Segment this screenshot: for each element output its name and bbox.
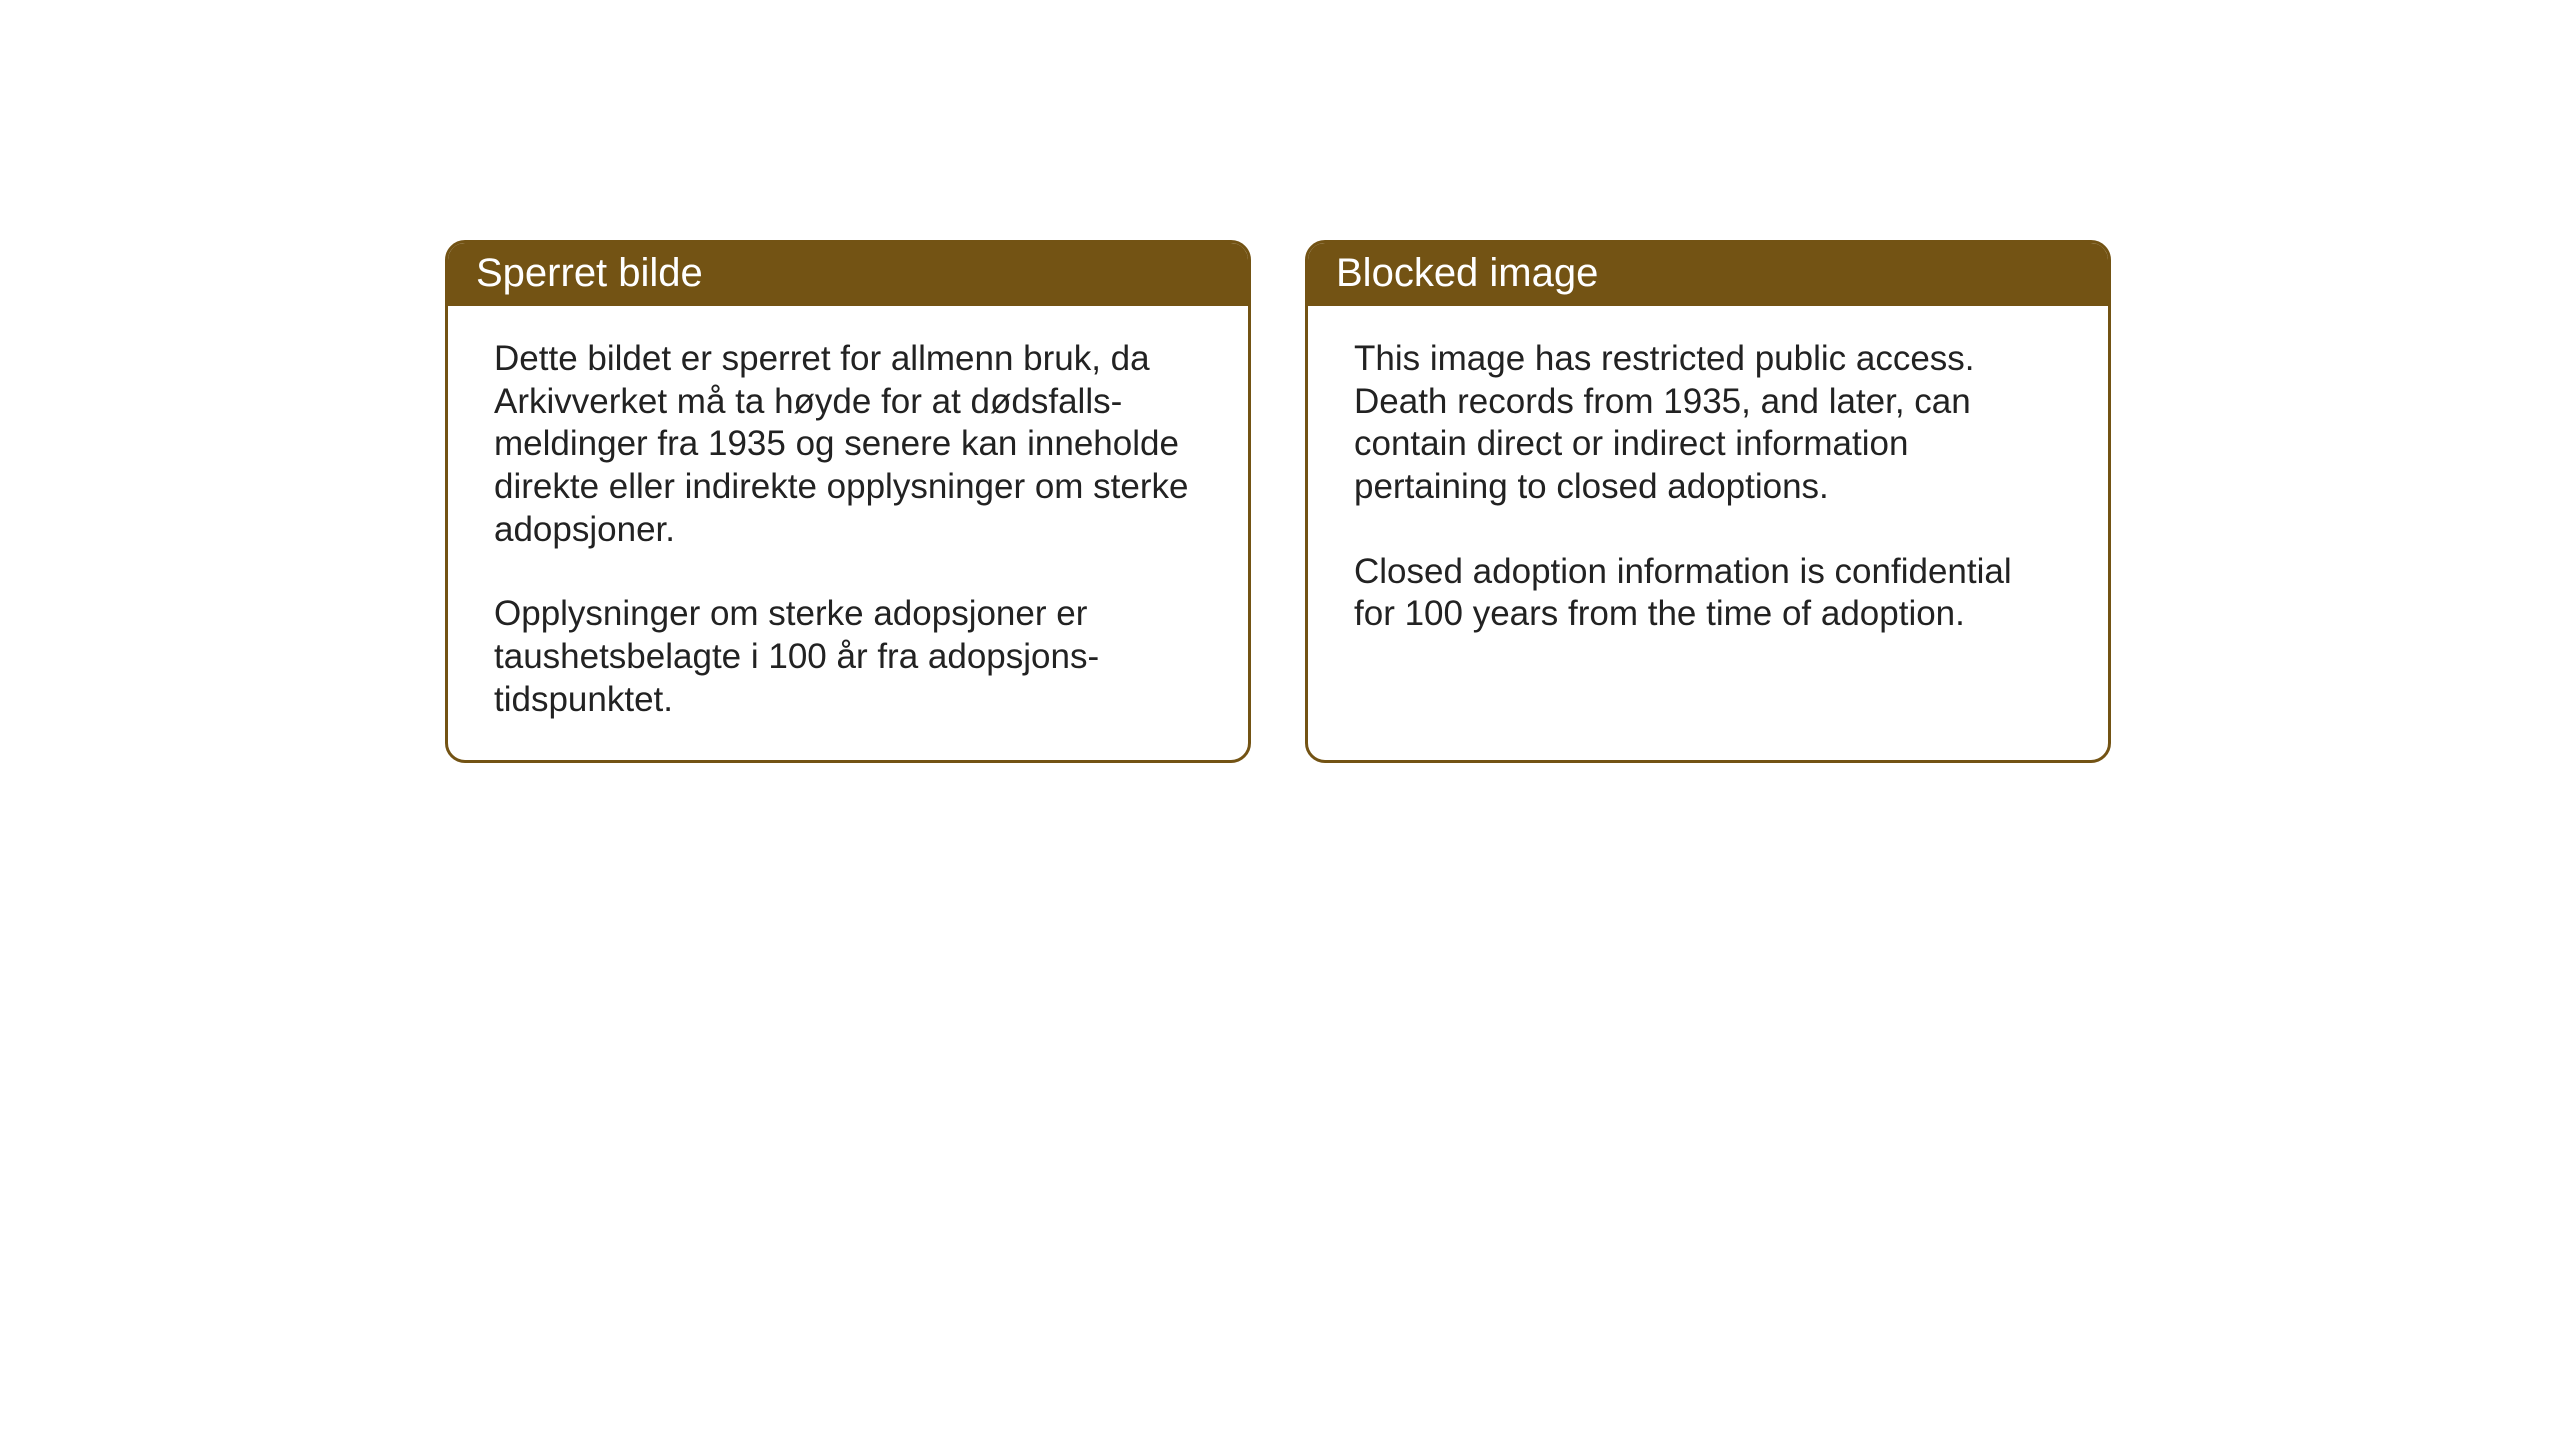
cards-container: Sperret bilde Dette bildet er sperret fo… [445, 240, 2111, 763]
card-body-norwegian: Dette bildet er sperret for allmenn bruk… [448, 306, 1248, 760]
card-header-norwegian: Sperret bilde [448, 243, 1248, 306]
paragraph-1-norwegian: Dette bildet er sperret for allmenn bruk… [494, 338, 1202, 551]
card-header-english: Blocked image [1308, 243, 2108, 306]
card-title-english: Blocked image [1336, 251, 1598, 295]
card-english: Blocked image This image has restricted … [1305, 240, 2111, 763]
card-norwegian: Sperret bilde Dette bildet er sperret fo… [445, 240, 1251, 763]
paragraph-2-english: Closed adoption information is confident… [1354, 551, 2062, 636]
paragraph-2-norwegian: Opplysninger om sterke adopsjoner er tau… [494, 593, 1202, 721]
card-body-english: This image has restricted public access.… [1308, 306, 2108, 711]
paragraph-1-english: This image has restricted public access.… [1354, 338, 2062, 509]
card-title-norwegian: Sperret bilde [476, 251, 703, 295]
